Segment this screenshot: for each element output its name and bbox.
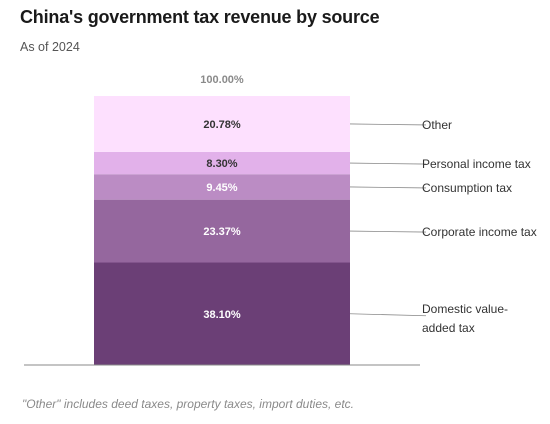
value-label-personal-income-tax: 8.30%: [206, 158, 237, 170]
bar-segment-other: [94, 96, 350, 152]
total-label: 100.00%: [200, 74, 244, 86]
chart-subtitle: As of 2024: [20, 40, 80, 54]
chart-title: China's government tax revenue by source: [20, 7, 380, 27]
value-label-other: 20.78%: [203, 119, 241, 131]
leader-line-corporate-income-tax: [349, 230, 427, 233]
value-label-consumption-tax: 9.45%: [206, 182, 237, 194]
bar-segment-personal-income-tax: [94, 151, 350, 175]
bar-segment-consumption-tax: [94, 174, 350, 200]
bar-segment-domestic-value-added-tax: [94, 262, 350, 365]
value-label-domestic-value-added-tax: 38.10%: [203, 309, 241, 321]
leader-line-consumption-tax: [349, 186, 427, 189]
leader-lines: [349, 123, 427, 317]
segment-value-labels: 38.10% 23.37% 9.45% 8.30% 20.78%: [203, 119, 241, 321]
footnote: "Other" includes deed taxes, property ta…: [22, 397, 355, 411]
leader-line-other: [349, 123, 427, 126]
category-label-other: Other: [422, 118, 452, 132]
leader-line-personal-income-tax: [349, 162, 427, 165]
category-label-corporate-income-tax: Corporate income tax: [422, 225, 537, 239]
bar-segments: [94, 96, 350, 365]
category-label-domestic-value-added-tax: Domestic value-: [422, 302, 508, 316]
bar-segment-corporate-income-tax: [94, 199, 350, 263]
category-label-consumption-tax: Consumption tax: [422, 181, 512, 195]
category-label-domestic-value-added-tax: added tax: [422, 321, 475, 335]
category-label-personal-income-tax: Personal income tax: [422, 157, 531, 171]
value-label-corporate-income-tax: 23.37%: [203, 226, 241, 238]
category-labels: Domestic value-added tax Corporate income…: [422, 118, 537, 335]
leader-line-domestic-value-added-tax: [349, 313, 427, 317]
